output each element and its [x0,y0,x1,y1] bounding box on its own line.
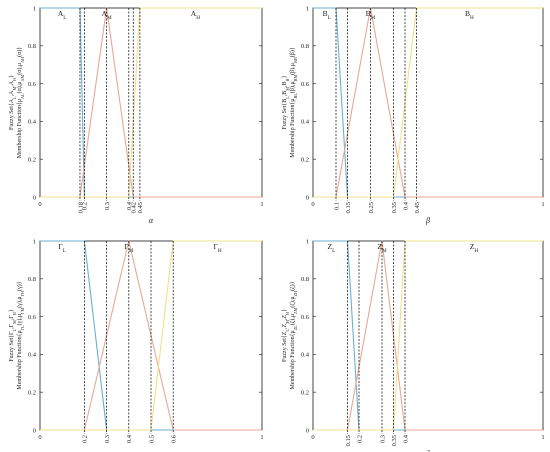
chart-panel-4: 0 0.2 0.4 0.6 0.8 1 0 1 0.15 0.2 0.3 0.35 0.4 ZL ZM ZH ζ… [282,238,545,452]
x-axis-label: ζ [426,449,430,452]
guide-tick-label: 0.3 [104,202,111,210]
x-tick-label: 1 [541,201,544,208]
y-axis-label: Membership Function{μAL(α),μAM(α),μAH(α)… [16,47,25,159]
series-line-3 [40,7,262,198]
set-label: ΓH [214,242,222,254]
set-label: ZL [327,242,335,254]
y-tick-label: 0 [306,427,309,434]
guide-tick-label: 0.2 [82,435,89,443]
y-tick-label: 0.8 [301,276,309,283]
guide-tick-label: 0.15 [345,202,352,213]
y-axis-label: Membership Function{μBL(β),μBM(β),μBH(β)… [289,47,298,158]
y-tick-label: 0.4 [28,119,37,126]
guide-tick-label: 0.45 [414,202,421,213]
y-axis-label: Membership Function{μZL(ζ),μZM(ζ),μZH(ζ)… [289,281,298,389]
y-tick-label: 0.8 [28,43,36,50]
guide-tick-label: 0.5 [148,435,155,443]
set-label: ZM [377,242,387,254]
y-tick-label: 0.2 [28,390,36,397]
guide-tick-label: 0.4 [402,434,409,443]
series-line-2 [40,7,262,198]
guide-tick-label: 0.45 [137,202,144,213]
y-tick-label: 1 [306,5,309,12]
guide-tick-label: 0.25 [368,202,375,213]
chart-panel-2: 0 0.2 0.4 0.6 0.8 1 0 1 0.1 0.15 0.25 0.35 0.4 0.45 BL… [282,5,545,225]
y-tick-label: 0.2 [301,157,309,164]
x-tick-label: 1 [260,201,263,208]
guide-tick-label: 0.3 [104,435,111,443]
y-tick-label: 0.6 [28,81,37,88]
y-tick-label: 0.4 [28,352,37,359]
guide-tick-label: 0.2 [82,202,89,210]
series-line-3 [40,240,262,431]
set-label: BH [465,9,474,21]
y-axis-label: Fuzzy Set{BL,BM,BH} [282,75,290,129]
y-tick-label: 0.4 [301,352,310,359]
y-tick-label: 1 [33,5,36,12]
x-tick-label: 0 [311,201,314,208]
set-label: BM [366,9,376,21]
guide-tick-label: 0.2 [356,435,363,443]
y-tick-label: 1 [306,238,309,245]
y-tick-label: 0.8 [301,43,309,50]
x-axis-label: β [425,216,430,225]
y-tick-label: 1 [33,238,36,245]
plot-frame [39,7,263,198]
y-tick-label: 0.6 [28,314,37,321]
set-label: AM [102,9,112,21]
set-label: ΓL [58,242,66,254]
guide-tick-label: 0.4 [402,201,409,210]
set-label: AH [191,9,200,21]
x-tick-label: 1 [260,434,263,441]
x-tick-label: 0 [38,201,41,208]
guide-tick-label: 0.3 [379,435,386,443]
guide-tick-label: 0.42 [131,202,138,213]
y-tick-label: 0.2 [28,157,36,164]
guide-tick-label: 0.15 [345,435,352,446]
x-tick-label: 1 [541,434,544,441]
y-tick-label: 0 [33,194,36,201]
chart-panel-3: 0 0.2 0.4 0.6 0.8 1 0 1 0.2 0.3 0.4 0.5 0.6 ΓL ΓM ΓH γ Fu… [9,238,264,452]
y-tick-label: 0 [33,427,36,434]
y-tick-label: 0.8 [28,276,36,283]
guide-tick-label: 0.1 [333,202,340,210]
set-label: ZH [470,242,479,254]
guide-tick-label: 0.4 [126,201,133,210]
y-tick-label: 0.2 [301,390,309,397]
guide-tick-label: 0.35 [391,435,398,446]
series-line-1 [40,7,262,198]
x-axis-label: γ [149,449,153,452]
y-tick-label: 0.6 [301,81,310,88]
y-tick-label: 0 [306,194,309,201]
y-axis-label: Membership Function{μΓL(γ),μΓM(γ),μΓH(γ)… [16,281,25,389]
set-label: ΓM [124,242,133,254]
guide-tick-label: 0.35 [391,202,398,213]
set-label: BL [323,9,331,21]
y-axis-label: Fuzzy Set{AL,AM,AH} [9,75,17,130]
guide-tick-label: 0.4 [126,434,133,443]
guide-tick-label: 0.18 [77,202,84,213]
set-label: AL [58,9,67,21]
guide-tick-label: 0.6 [171,434,178,443]
x-tick-label: 0 [38,434,41,441]
x-axis-label: α [149,216,154,225]
y-axis-label: Fuzzy Set{ΓL,ΓM,ΓH} [9,309,17,361]
series-line-3 [313,240,543,431]
x-tick-label: 0 [311,434,314,441]
y-tick-label: 0.6 [301,314,310,321]
y-axis-label: Fuzzy Set{ZL,ZM,ZH} [282,309,290,362]
y-tick-label: 0.4 [301,119,310,126]
